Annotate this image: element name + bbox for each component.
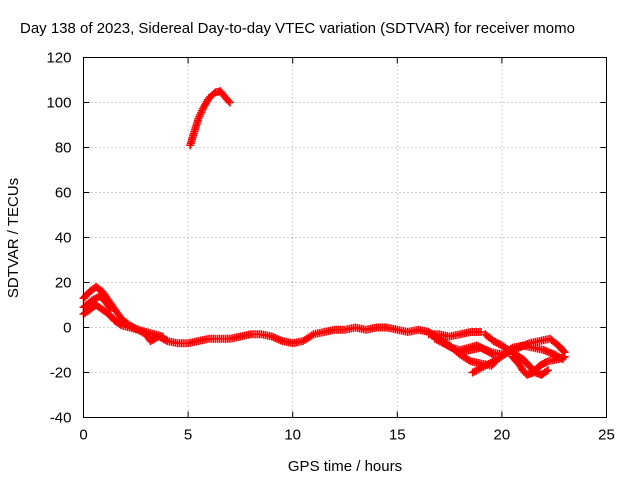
data-point: [225, 98, 234, 107]
x-tick-label: 0: [79, 427, 87, 444]
data-point: [224, 97, 233, 105]
series-arc-9: [430, 334, 498, 359]
series-arc-4: [424, 328, 485, 341]
series-arc-high: [186, 87, 234, 150]
x-axis-label: GPS time / hours: [288, 458, 402, 475]
y-tick-label: 0: [63, 320, 71, 337]
data-point: [105, 303, 114, 312]
y-tick-label: 40: [55, 230, 72, 247]
y-tick-label: -40: [50, 410, 72, 427]
data-point: [543, 366, 552, 375]
y-tick-label: -20: [50, 365, 72, 382]
data-point: [115, 320, 124, 329]
data-point: [476, 328, 485, 336]
y-axis-label: SDTVAR / TECUs: [5, 178, 22, 298]
data-point: [560, 352, 569, 361]
series-arc-3: [79, 301, 500, 370]
series-arc-7: [468, 334, 569, 377]
x-tick-label: 25: [598, 427, 615, 444]
data-point: [307, 331, 316, 340]
data-point: [487, 349, 496, 358]
x-tick-label: 15: [389, 427, 406, 444]
y-tick-label: 20: [55, 275, 72, 292]
data-point: [446, 342, 455, 351]
x-tick-label: 10: [284, 427, 301, 444]
data-point: [464, 356, 473, 365]
data-point: [542, 367, 551, 376]
chart-title: Day 138 of 2023, Sidereal Day-to-day VTE…: [20, 20, 575, 37]
series-arc-8: [508, 352, 569, 379]
data-point: [542, 358, 551, 367]
y-tick-label: 120: [46, 50, 71, 67]
data-point: [489, 350, 498, 359]
axis-ticks: 0 5 10 15 20 25 -40 -20 0 20 40 60 80 100 120: [46, 50, 614, 444]
data-points: [79, 87, 569, 379]
y-tick-label: 80: [55, 140, 72, 157]
data-point: [161, 336, 170, 345]
x-tick-label: 5: [184, 427, 192, 444]
x-tick-label: 20: [494, 427, 511, 444]
y-tick-label: 100: [46, 95, 71, 112]
y-tick-label: 60: [55, 185, 72, 202]
